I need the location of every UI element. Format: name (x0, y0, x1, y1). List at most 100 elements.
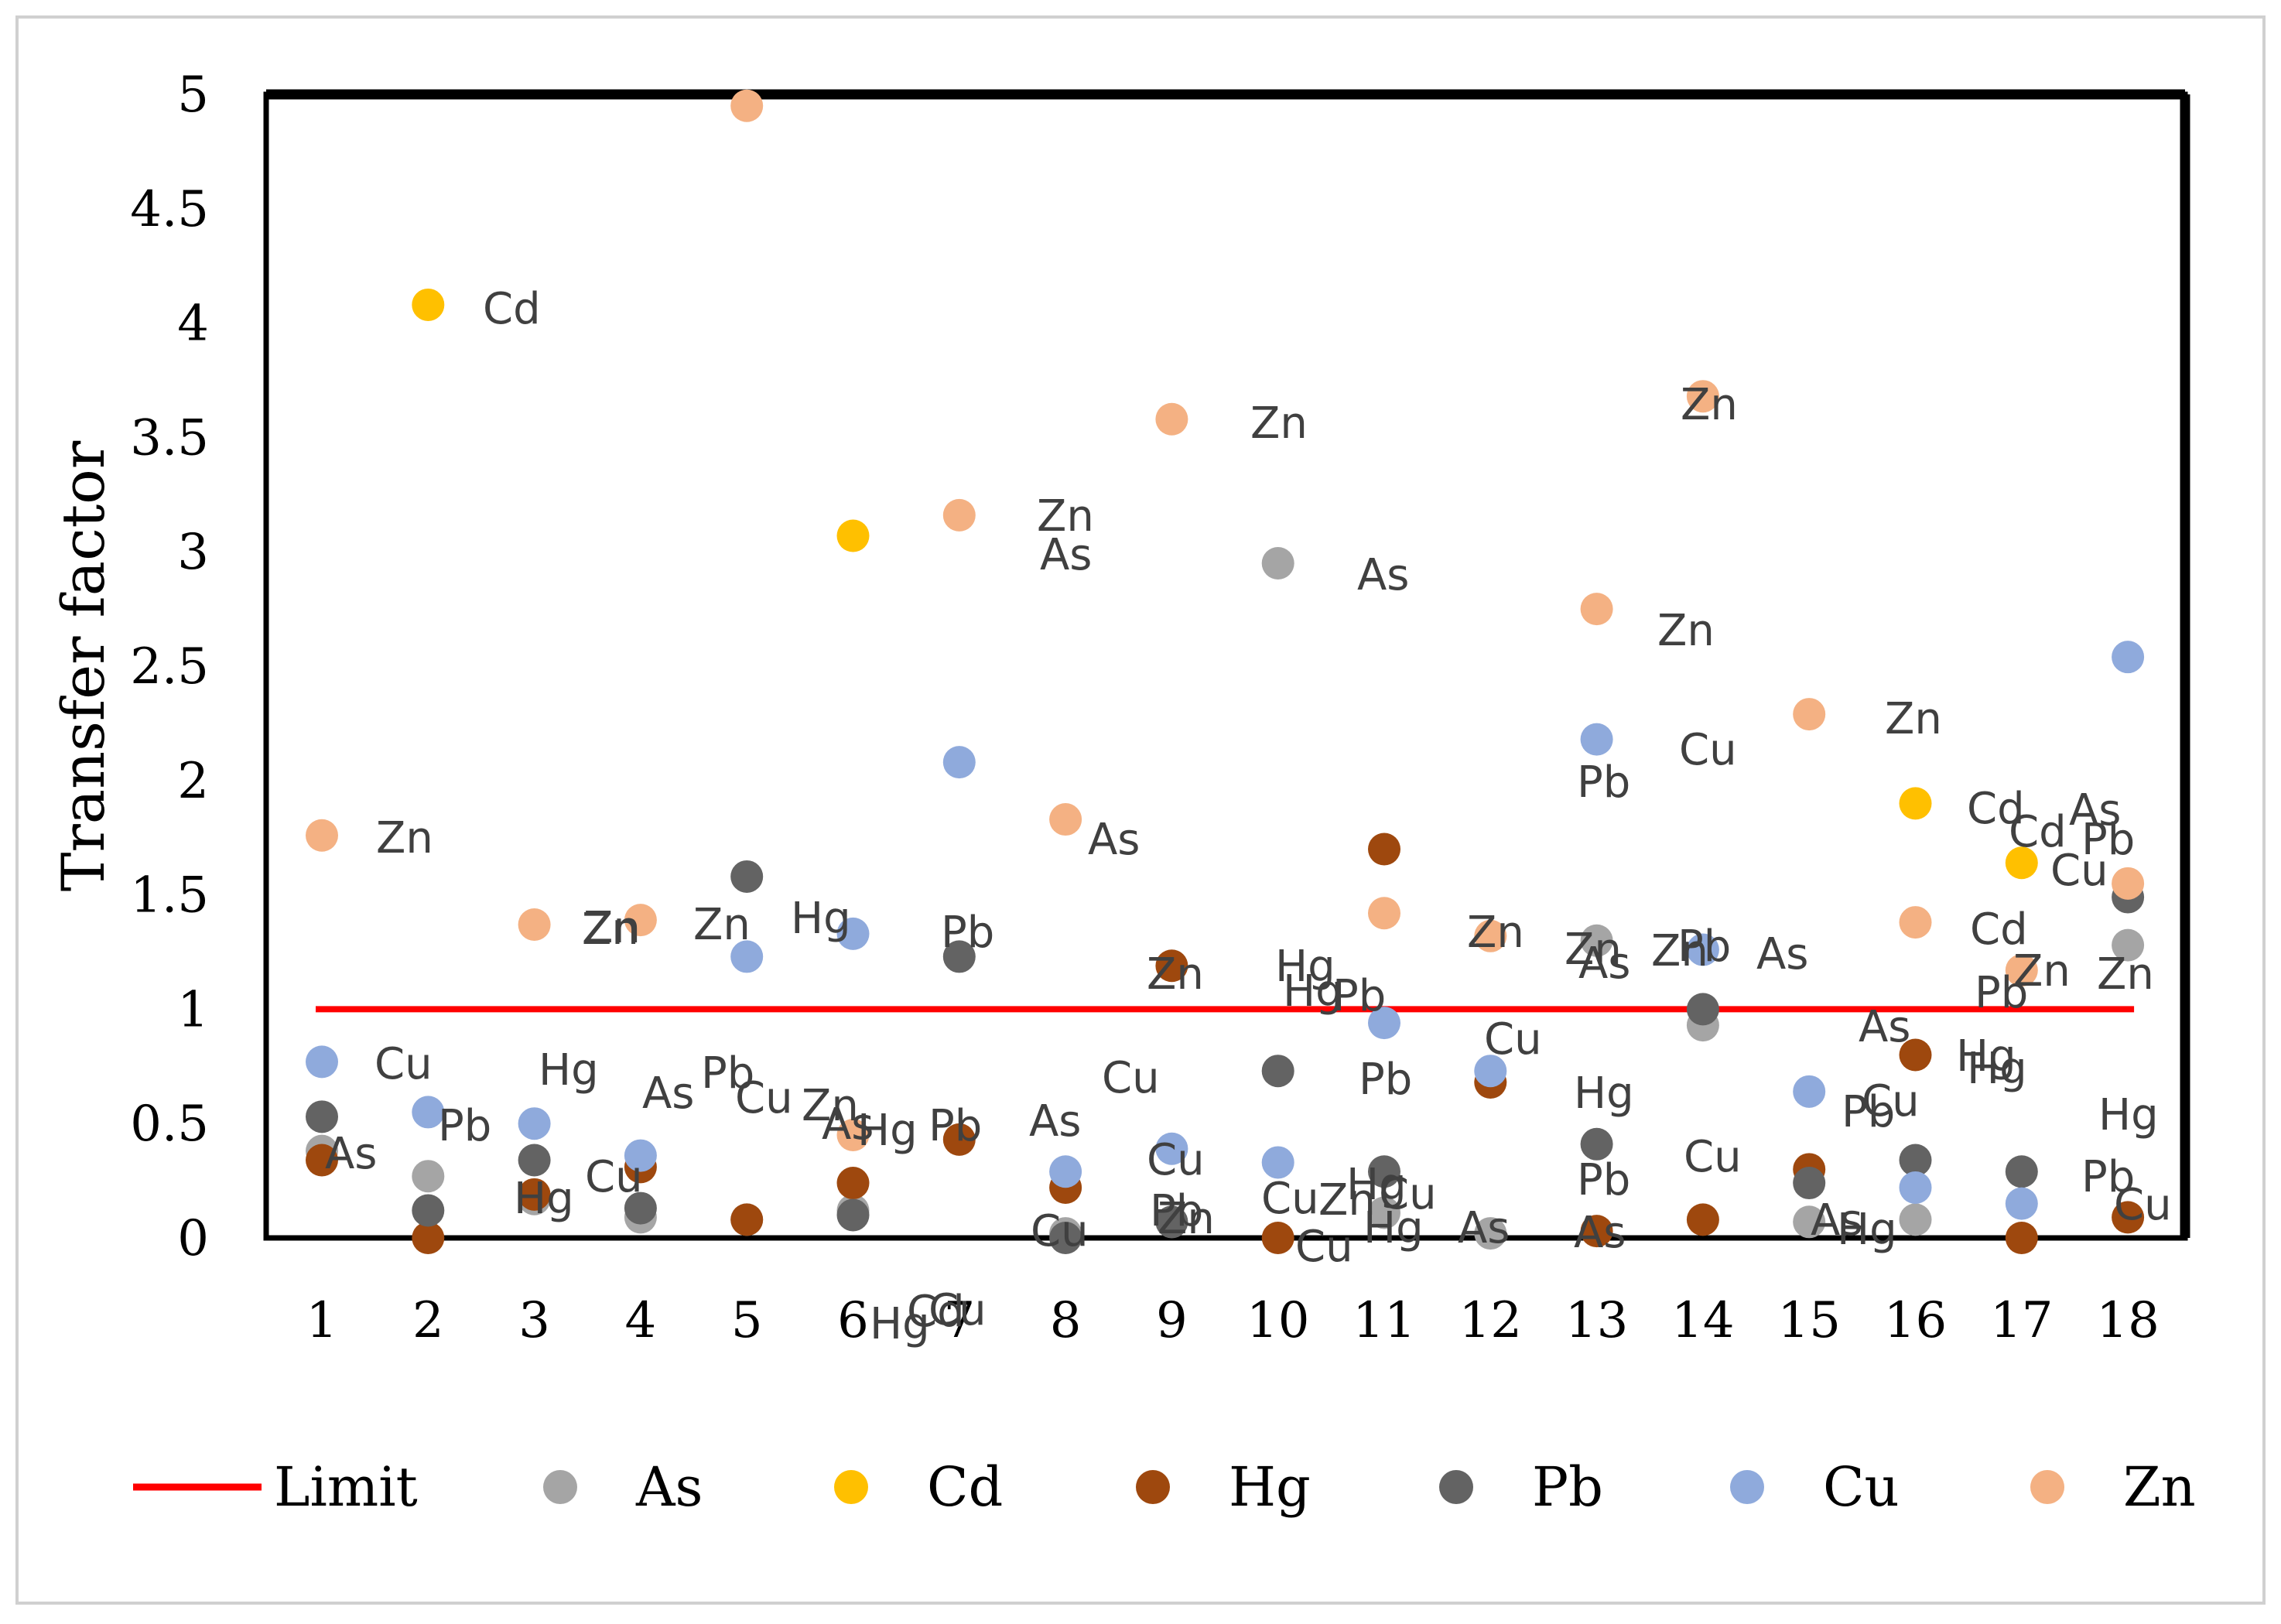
data-point-hg (412, 1222, 445, 1254)
data-label: Pb (941, 908, 994, 958)
data-label: Hg (1346, 1160, 1407, 1210)
data-label: Zn (582, 904, 639, 955)
data-point-cd (1899, 787, 1932, 820)
legend-label: Zn (2123, 1455, 2196, 1519)
data-point-pb (836, 1198, 870, 1232)
data-point-pb (730, 860, 764, 893)
data-point-hg (730, 1203, 764, 1236)
data-label: Cu (2114, 1180, 2172, 1230)
data-label: Zn (583, 903, 641, 953)
legend-marker-cu (1730, 1470, 1764, 1504)
y-tick-label: 2 (177, 753, 209, 810)
legend-label: Pb (1532, 1455, 1603, 1519)
x-tick-label: 12 (1459, 1292, 1522, 1349)
data-point-pb (1580, 1127, 1613, 1161)
data-point-hg (1155, 949, 1188, 983)
data-label: Cu (1684, 1132, 1742, 1182)
data-label: Hg (1837, 1205, 1897, 1255)
data-point-cu (1049, 1155, 1082, 1188)
data-point-cu (1686, 933, 1719, 966)
data-point-zn (2112, 867, 2145, 900)
data-point-hg (1580, 1215, 1613, 1248)
data-point-hg (1686, 1203, 1719, 1236)
data-point-pb (2005, 1155, 2038, 1188)
data-label: As (822, 1099, 874, 1150)
data-label: Hg (2098, 1090, 2159, 1140)
legend-marker-zn (2030, 1470, 2064, 1504)
data-label: Cu (1261, 1174, 1319, 1224)
data-label: Cu (1484, 1014, 1542, 1065)
data-point-zn (730, 89, 764, 122)
data-point-pb (942, 940, 976, 973)
data-point-as (1474, 1217, 1507, 1250)
data-point-as (2112, 928, 2145, 962)
data-label: Cd (1970, 904, 2028, 955)
data-point-hg (1261, 1222, 1294, 1254)
y-tick-label: 5 (177, 67, 209, 124)
data-label: Zn (1147, 949, 1204, 1000)
data-label: Hg (1363, 1203, 1424, 1253)
data-label: Zn (1467, 908, 1524, 958)
data-point-zn (836, 1118, 870, 1151)
data-label: Pb (701, 1048, 754, 1099)
data-label: Hg (870, 1299, 930, 1349)
data-label: As (1578, 939, 1630, 989)
y-axis-title: Transfer factor (49, 440, 118, 891)
data-label: Pb (1359, 1055, 1412, 1105)
data-point-as (1899, 1203, 1932, 1236)
data-point-zn (942, 498, 976, 532)
data-point-zn (306, 819, 338, 852)
legend-label: Hg (1229, 1455, 1311, 1519)
data-point-zn (624, 904, 657, 937)
data-label: Hg (1574, 1068, 1634, 1119)
data-point-cu (624, 1139, 657, 1172)
data-point-zn (1580, 593, 1613, 626)
data-label: Pb (928, 1101, 982, 1151)
data-point-pb (412, 1194, 445, 1227)
data-label: Cd (483, 284, 541, 334)
data-label: Zn (1318, 1175, 1376, 1226)
data-point-zn (2005, 954, 2038, 987)
data-point-cu (1580, 723, 1613, 756)
data-point-hg (1368, 833, 1400, 866)
data-point-cu (1368, 1007, 1400, 1040)
data-label: Zn (1037, 491, 1094, 542)
y-tick-label: 4 (177, 296, 209, 353)
data-point-zn (1899, 906, 1932, 939)
legend-marker-pb (1439, 1470, 1473, 1504)
data-point-as (412, 1160, 445, 1193)
data-point-cd (836, 519, 870, 552)
x-tick-label: 10 (1247, 1292, 1309, 1349)
y-tick-label: 0 (177, 1210, 209, 1267)
data-point-zn (1368, 897, 1400, 930)
data-point-pb (1686, 993, 1719, 1026)
x-tick-label: 1 (306, 1292, 338, 1349)
data-label: Hg (791, 894, 851, 944)
y-tick-label: 0.5 (130, 1096, 209, 1153)
data-label: Zn (1158, 1194, 1215, 1244)
data-label: Hg (857, 1106, 918, 1156)
data-label: Pb (1975, 968, 2028, 1018)
x-tick-label: 5 (731, 1292, 763, 1349)
data-point-cu (2112, 641, 2145, 674)
data-label: Cu (1679, 725, 1737, 775)
x-tick-label: 9 (1156, 1292, 1188, 1349)
data-label: Pb (438, 1101, 491, 1151)
data-label: Zn (693, 900, 751, 950)
data-label: Hg (1967, 1044, 2027, 1094)
data-point-cd (2005, 846, 2038, 880)
x-tick-label: 3 (518, 1292, 550, 1349)
data-point-pb (306, 1100, 338, 1133)
legend-label: Limit (274, 1455, 418, 1519)
x-tick-label: 17 (1990, 1292, 2053, 1349)
data-label: Cu (1862, 1076, 1920, 1127)
data-label: Cu (374, 1039, 433, 1089)
data-label: Zn (1565, 925, 1622, 975)
data-label: As (2069, 785, 2121, 836)
data-label: Cd (907, 1287, 965, 1337)
legend-marker-hg (1136, 1470, 1170, 1504)
y-tick-label: 1.5 (130, 867, 209, 925)
data-point-hg (942, 1123, 976, 1156)
data-label: Hg (1275, 942, 1335, 992)
